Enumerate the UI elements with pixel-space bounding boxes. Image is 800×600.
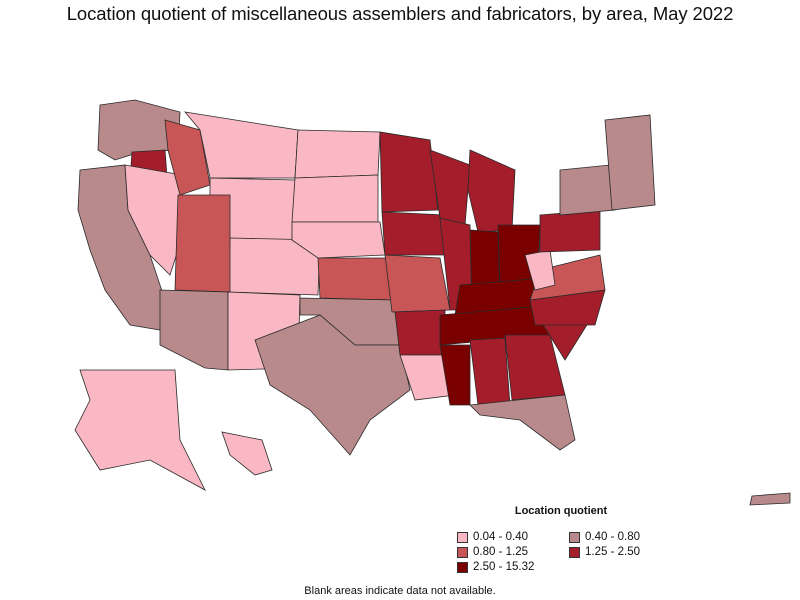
region-idaho <box>164 119 211 196</box>
legend-item-3: 0.80 - 1.25 <box>457 546 528 558</box>
legend-swatch-5 <box>457 561 468 573</box>
map-regions <box>74 99 791 506</box>
region-minnesota <box>379 131 439 213</box>
region-iowa <box>381 211 446 256</box>
region-new-england <box>604 114 656 211</box>
legend-label-2: 0.40 - 0.80 <box>585 531 640 543</box>
legend-swatch-3 <box>457 546 468 558</box>
region-utah <box>174 194 231 293</box>
region-wisconsin <box>429 149 471 226</box>
region-new-york <box>559 164 616 216</box>
legend-item-5: 2.50 - 15.32 <box>457 561 534 573</box>
legend-item-2: 0.40 - 0.80 <box>569 531 640 543</box>
region-missouri <box>384 254 451 313</box>
region-montana <box>184 111 299 179</box>
region-michigan <box>467 149 516 233</box>
region-north-dakota <box>294 129 381 179</box>
region-puerto-rico <box>749 492 791 506</box>
region-arizona <box>159 289 229 371</box>
legend-swatch-1 <box>457 531 468 543</box>
legend-swatch-2 <box>569 531 580 543</box>
region-nebraska <box>291 221 386 259</box>
region-hawaii <box>221 431 273 476</box>
region-virginia <box>529 254 606 301</box>
legend-item-4: 1.25 - 2.50 <box>569 546 640 558</box>
legend-item-1: 0.04 - 0.40 <box>457 531 528 543</box>
legend-title: Location quotient <box>514 505 608 517</box>
footnote: Blank areas indicate data not available. <box>304 585 496 597</box>
region-south-dakota <box>291 174 379 223</box>
region-arkansas <box>394 309 446 356</box>
region-texas <box>254 314 411 456</box>
region-florida <box>469 394 576 451</box>
region-alabama <box>469 337 511 406</box>
region-alaska <box>74 369 206 491</box>
legend-label-1: 0.04 - 0.40 <box>473 531 528 543</box>
legend-swatch-4 <box>569 546 580 558</box>
legend-label-5: 2.50 - 15.32 <box>473 561 535 573</box>
legend-label-4: 1.25 - 2.50 <box>585 546 640 558</box>
legend-label-3: 0.80 - 1.25 <box>473 546 528 558</box>
map-title: Location quotient of miscellaneous assem… <box>66 3 734 24</box>
region-kansas <box>317 257 393 301</box>
region-pennsylvania <box>539 209 601 253</box>
